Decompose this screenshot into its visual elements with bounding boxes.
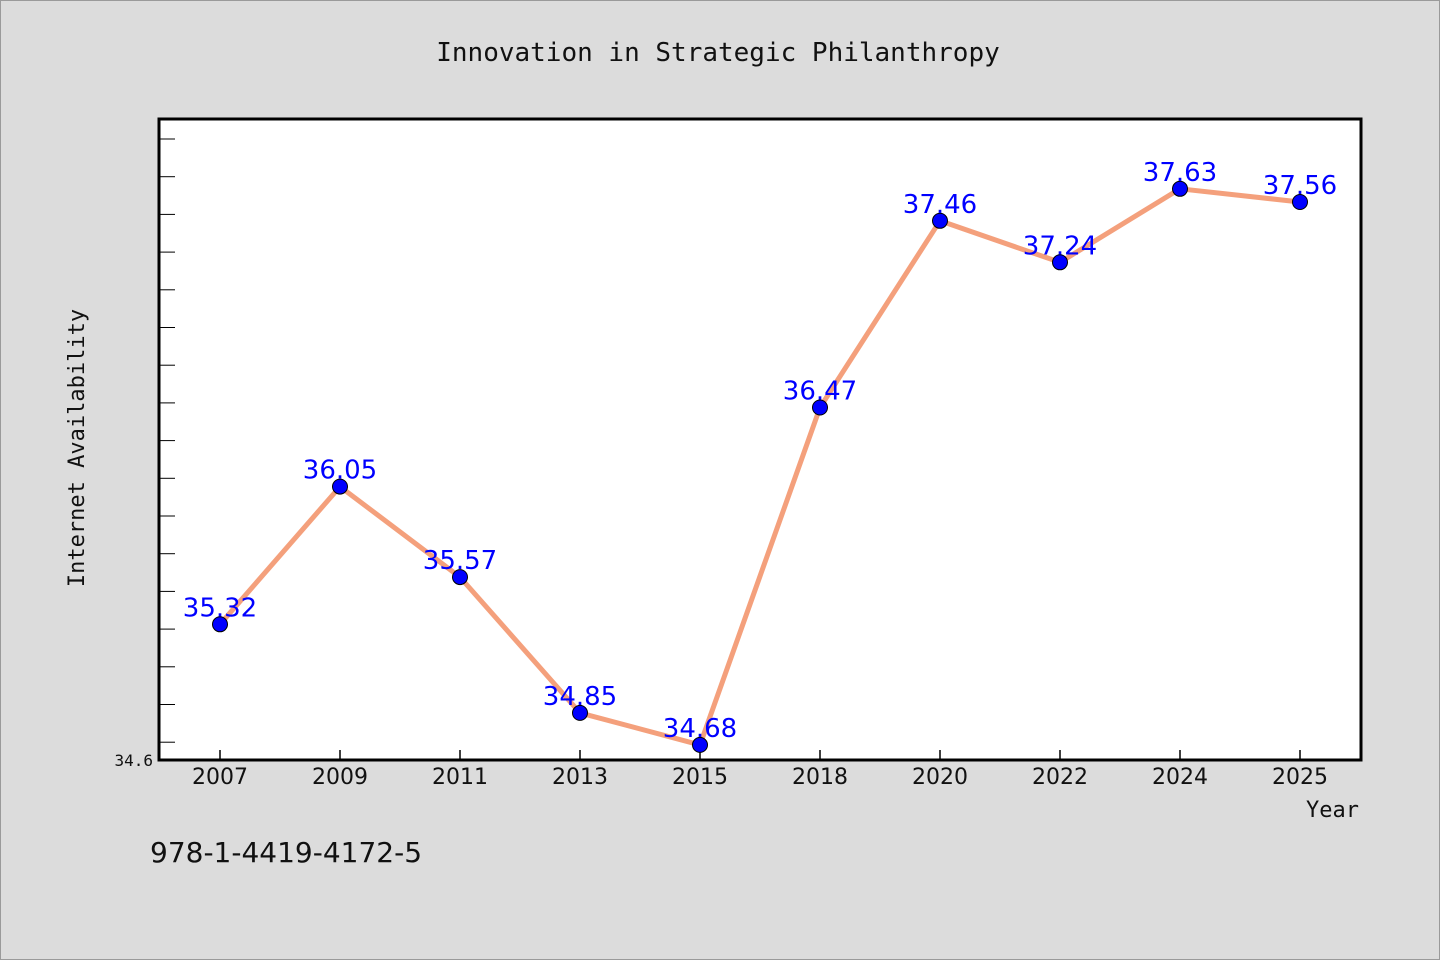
y-tick-label: 34.6 [114,751,153,770]
data-label: 35.57 [423,546,497,576]
data-point [452,569,468,586]
data-point [572,704,588,721]
x-tick-label: 2011 [432,765,488,790]
data-label: 37.63 [1143,158,1217,188]
data-label: 37.56 [1263,171,1337,201]
x-tick-label: 2025 [1272,765,1328,790]
data-label: 36.47 [783,377,857,407]
x-tick-label: 2018 [792,765,848,790]
x-tick-label: 2020 [912,765,968,790]
data-label: 36.05 [303,456,377,486]
data-point [1052,254,1068,271]
x-tick-label: 2022 [1032,765,1088,790]
data-markers [212,180,1308,753]
data-point [1292,194,1308,210]
plot-area [157,117,1363,762]
data-labels: 35.32 36.05 35.57 34.85 34.68 36.47 37.46 37.24… [183,158,1337,744]
series-line [217,186,1303,748]
data-point [812,399,828,416]
chart-title: Innovation in Strategic Philanthropy [436,38,1000,68]
data-label: 34.85 [543,682,617,712]
data-point [332,478,348,495]
x-axis-title: Year [1306,798,1359,823]
y-axis-title: Internet Availability [65,309,90,587]
y-axis-tick-labels: 34.6 [114,751,153,770]
isbn-footer: 978-1-4419-4172-5 [150,836,423,869]
data-label: 35.32 [183,593,257,623]
data-label: 37.24 [1023,231,1097,261]
data-label: 37.46 [903,190,977,220]
x-tick-label: 2024 [1152,765,1208,790]
data-point [1172,180,1188,197]
x-tick-label: 2009 [312,765,368,790]
x-tick-label: 2013 [552,765,608,790]
data-label: 34.68 [663,714,737,744]
data-point [212,616,228,633]
data-point [932,212,948,229]
y-axis-ticks [159,138,175,743]
x-tick-label: 2007 [192,765,248,790]
x-axis-tick-labels: 2007 2009 2011 2013 2015 2018 2020 2022 2024 2025 [192,765,1328,790]
x-tick-label: 2015 [672,765,728,790]
data-point [692,736,708,753]
